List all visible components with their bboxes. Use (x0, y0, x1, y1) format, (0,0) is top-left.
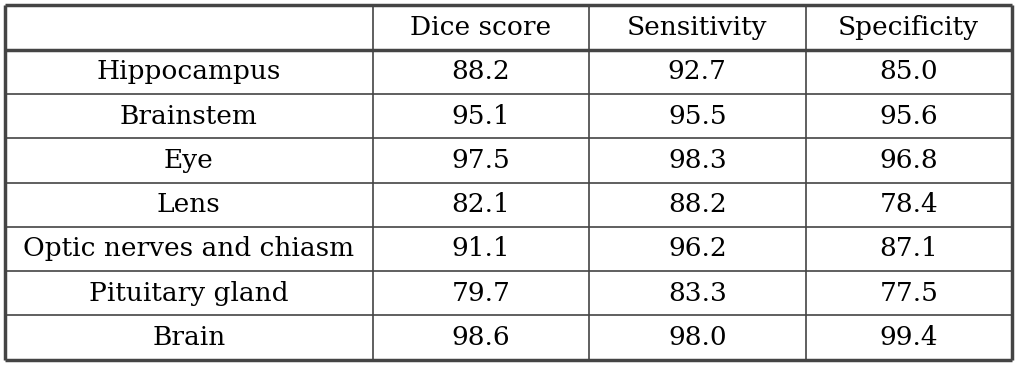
Text: Pituitary gland: Pituitary gland (89, 281, 289, 306)
Text: 98.0: 98.0 (668, 325, 726, 350)
Text: 82.1: 82.1 (452, 192, 511, 217)
Text: Dice score: Dice score (410, 15, 551, 40)
Text: 87.1: 87.1 (880, 237, 938, 261)
Text: 78.4: 78.4 (880, 192, 938, 217)
Text: 98.3: 98.3 (668, 148, 727, 173)
Text: 77.5: 77.5 (880, 281, 938, 306)
Text: 95.6: 95.6 (880, 104, 938, 128)
Text: Hippocampus: Hippocampus (97, 59, 281, 84)
Text: 79.7: 79.7 (452, 281, 511, 306)
Text: 96.8: 96.8 (880, 148, 938, 173)
Text: Optic nerves and chiasm: Optic nerves and chiasm (23, 237, 354, 261)
Text: 91.1: 91.1 (452, 237, 511, 261)
Text: 96.2: 96.2 (668, 237, 727, 261)
Text: Brain: Brain (153, 325, 226, 350)
Text: 83.3: 83.3 (668, 281, 727, 306)
Text: 97.5: 97.5 (452, 148, 511, 173)
Text: 98.6: 98.6 (452, 325, 511, 350)
Text: 88.2: 88.2 (452, 59, 511, 84)
Text: 99.4: 99.4 (880, 325, 938, 350)
Text: 92.7: 92.7 (668, 59, 727, 84)
Text: 88.2: 88.2 (668, 192, 727, 217)
Text: Brainstem: Brainstem (120, 104, 257, 128)
Text: 95.1: 95.1 (452, 104, 511, 128)
Text: 95.5: 95.5 (668, 104, 726, 128)
Text: Specificity: Specificity (838, 15, 979, 40)
Text: 85.0: 85.0 (880, 59, 938, 84)
Text: Sensitivity: Sensitivity (627, 15, 768, 40)
Text: Eye: Eye (164, 148, 214, 173)
Text: Lens: Lens (157, 192, 221, 217)
